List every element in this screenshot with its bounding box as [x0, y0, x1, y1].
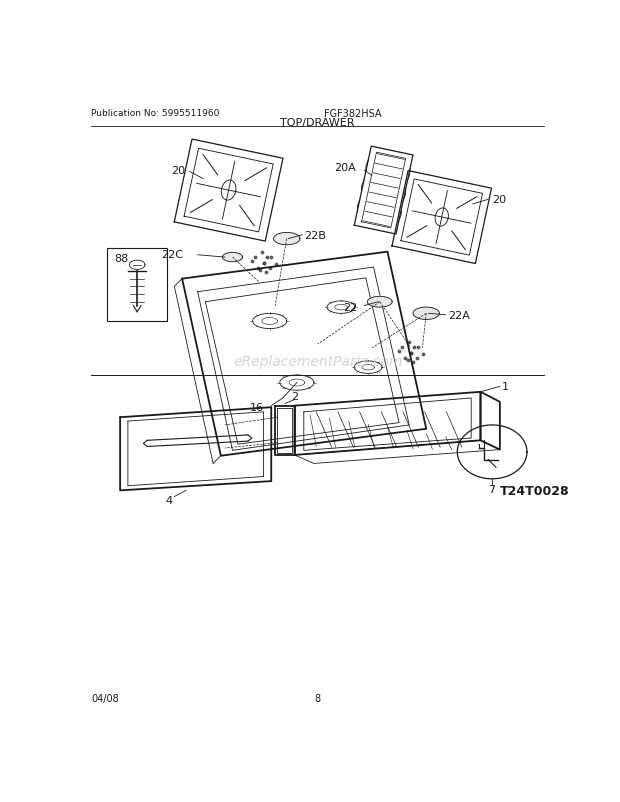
Text: 22: 22	[343, 302, 357, 313]
Text: FGF382HSA: FGF382HSA	[324, 108, 381, 119]
Polygon shape	[273, 233, 300, 245]
Text: 8: 8	[315, 694, 321, 703]
Text: 88: 88	[115, 254, 129, 264]
Polygon shape	[368, 297, 392, 308]
Text: 1: 1	[502, 382, 509, 392]
Text: 4: 4	[166, 495, 172, 505]
Text: T24T0028: T24T0028	[500, 484, 570, 497]
Bar	[107, 249, 167, 322]
Text: 20: 20	[171, 166, 185, 176]
Polygon shape	[223, 253, 242, 262]
Text: 20: 20	[492, 195, 507, 205]
Text: Publication No: 5995511960: Publication No: 5995511960	[92, 108, 220, 118]
Text: 16: 16	[250, 403, 264, 413]
Text: 7: 7	[489, 484, 495, 494]
Text: 2: 2	[291, 392, 298, 402]
Text: 22A: 22A	[448, 310, 470, 321]
Text: 22B: 22B	[304, 230, 326, 241]
Text: 20A: 20A	[334, 163, 356, 172]
Text: 04/08: 04/08	[92, 694, 119, 703]
Polygon shape	[413, 308, 440, 320]
Text: eReplacementParts.com: eReplacementParts.com	[233, 354, 402, 369]
Text: TOP/DRAWER: TOP/DRAWER	[280, 118, 355, 128]
Text: 22C: 22C	[161, 249, 183, 260]
